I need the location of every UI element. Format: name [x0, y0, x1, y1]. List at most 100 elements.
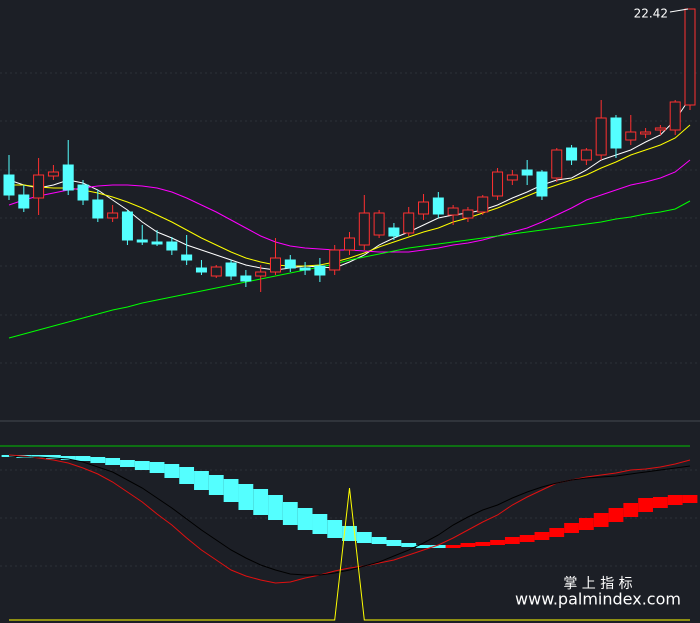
candle-body	[47, 171, 59, 177]
candle-body	[284, 259, 296, 269]
band-step	[608, 508, 624, 522]
band-step	[90, 457, 106, 463]
band-step	[194, 471, 209, 490]
candle-body	[255, 271, 267, 277]
candle-body	[181, 254, 193, 261]
band-step	[549, 528, 565, 537]
indicator-line	[9, 487, 690, 621]
watermark-url: www.palmindex.com	[515, 590, 681, 609]
band-step	[386, 540, 402, 546]
candle-body	[269, 257, 281, 273]
band-step	[238, 484, 254, 510]
band-step	[312, 514, 328, 534]
candle-body	[684, 8, 696, 106]
candle-body	[240, 275, 252, 282]
band-step	[149, 462, 165, 473]
band-step	[623, 503, 639, 517]
band-step	[460, 543, 476, 547]
band-step	[490, 540, 505, 545]
candle-body	[654, 127, 666, 131]
candle-body	[418, 201, 430, 215]
candle-body	[388, 227, 400, 237]
band-step	[75, 456, 91, 461]
band-step	[208, 475, 224, 495]
candle-body	[492, 171, 504, 197]
band-step	[105, 458, 121, 465]
candle-body	[151, 241, 163, 245]
candle-body	[18, 194, 30, 209]
candle-body	[107, 212, 119, 219]
band-step	[445, 545, 461, 548]
band-step	[327, 520, 343, 538]
candle-body	[669, 101, 681, 131]
indicator-line	[8, 455, 691, 576]
band-step	[282, 502, 298, 525]
band-step	[593, 513, 609, 527]
candle-body	[640, 131, 652, 135]
candle-body	[136, 239, 148, 243]
candle-body	[3, 174, 15, 196]
candle-body	[225, 262, 237, 277]
band-step	[120, 460, 135, 467]
band-step	[416, 545, 431, 548]
candle-body	[314, 265, 326, 276]
candle-body	[462, 209, 474, 219]
band-step	[652, 497, 668, 508]
band-step	[504, 537, 520, 544]
candle-body	[121, 211, 133, 241]
candle-body	[92, 199, 104, 219]
band-step	[297, 508, 313, 530]
band-step	[342, 526, 357, 541]
candle-body	[477, 196, 489, 213]
ma-line	[9, 124, 691, 267]
candle-body	[329, 249, 341, 271]
candle-body	[358, 212, 370, 246]
ma-line	[8, 97, 691, 271]
band-step	[430, 545, 446, 548]
candle-body	[566, 147, 578, 161]
band-step	[134, 461, 150, 470]
candle-body	[551, 149, 563, 179]
candle-body	[33, 174, 45, 199]
candle-body	[210, 266, 222, 277]
band-step	[578, 518, 594, 530]
band-step	[534, 532, 550, 540]
watermark-title: 掌 上 指 标	[563, 576, 632, 592]
band-step	[475, 542, 491, 546]
band-step	[60, 456, 76, 460]
candle-body	[77, 184, 89, 201]
candle-body	[373, 212, 385, 236]
candle-body	[432, 197, 444, 215]
band-step	[46, 455, 61, 459]
candle-body	[344, 237, 355, 251]
band-step	[564, 523, 579, 533]
candle-body	[536, 171, 548, 197]
candle-body	[595, 117, 607, 156]
band-step	[223, 479, 239, 502]
candle-body	[403, 212, 415, 234]
band-step	[164, 464, 180, 478]
band-step	[268, 495, 283, 520]
band-step	[519, 535, 535, 542]
band-step	[401, 543, 417, 547]
band-step	[356, 532, 372, 543]
candle-body	[506, 174, 518, 181]
candle-body	[610, 117, 622, 149]
annotation: 22.42	[634, 7, 668, 21]
band-step	[667, 495, 683, 505]
candle-body	[447, 207, 459, 216]
band-step	[638, 498, 653, 512]
candle-body	[299, 267, 311, 271]
band-step	[682, 495, 698, 503]
candle-body	[580, 149, 592, 161]
band-step	[371, 537, 387, 544]
candle-body	[62, 164, 74, 191]
band-step	[253, 489, 269, 515]
candle-body	[195, 267, 207, 273]
candle-body	[166, 241, 178, 251]
candle-body	[521, 169, 533, 176]
ma-line	[8, 200, 691, 339]
annotation-arrow	[669, 8, 689, 13]
band-step	[179, 467, 195, 484]
